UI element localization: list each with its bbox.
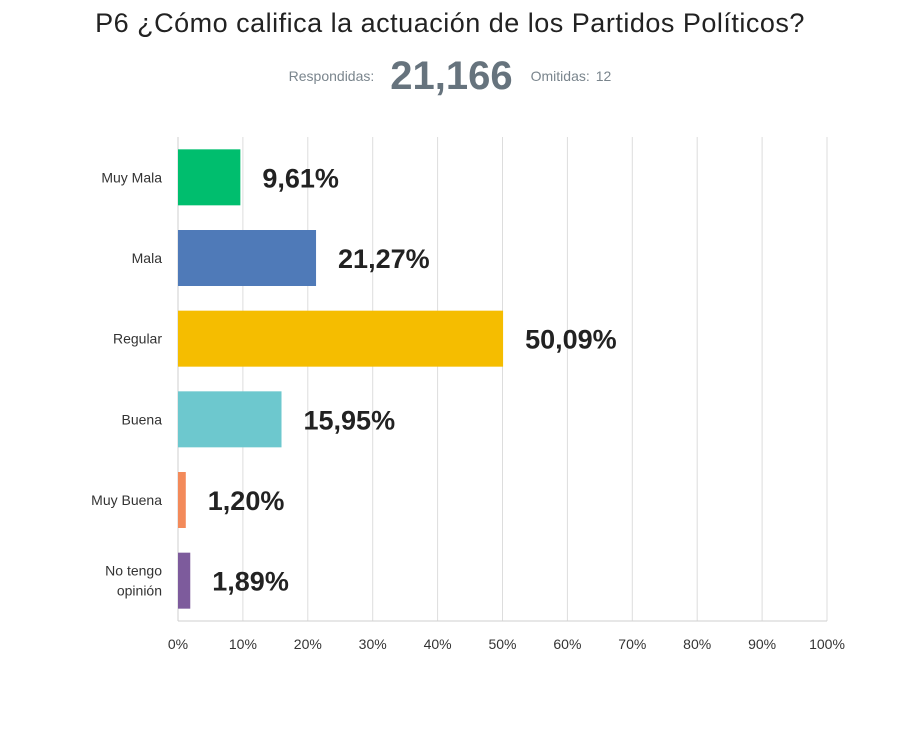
chart-title: P6 ¿Cómo califica la actuación de los Pa…: [95, 8, 805, 38]
x-tick-label: 70%: [618, 636, 646, 652]
bar: [178, 230, 317, 286]
category-label: Muy Mala: [101, 169, 162, 185]
x-tick-label: 20%: [294, 636, 322, 652]
x-tick-label: 30%: [359, 636, 387, 652]
x-tick-label: 40%: [424, 636, 452, 652]
bar-value-label: 1,20%: [208, 486, 285, 516]
bar-value-label: 50,09%: [525, 325, 617, 355]
answered-count: 21,166: [390, 53, 513, 98]
bar: [178, 472, 186, 528]
x-tick-labels: 0% 10% 20% 30% 40% 50% 60% 70% 80% 90% 100%: [168, 636, 845, 652]
answered-label: Respondidas:: [288, 68, 375, 84]
x-tick-label: 10%: [229, 636, 257, 652]
response-summary: Respondidas: 21,166 Omitidas: 12: [0, 52, 900, 100]
bar-value-label: 9,61%: [262, 163, 339, 193]
category-labels: Muy Mala Mala Regular Buena Muy Buena No teng…: [91, 169, 162, 598]
skipped-count: 12: [595, 68, 612, 84]
category-label: Regular: [113, 331, 162, 347]
category-label: Mala: [132, 250, 163, 266]
bar-value-label: 15,95%: [304, 405, 396, 435]
x-tick-label: 100%: [809, 636, 845, 652]
category-label: Buena: [122, 411, 163, 427]
gridlines: [177, 137, 828, 622]
x-tick-label: 90%: [748, 636, 776, 652]
category-label: No tengo opinión: [105, 563, 162, 599]
x-tick-label: 50%: [488, 636, 516, 652]
bar: [178, 149, 241, 206]
category-label: Muy Buena: [91, 492, 162, 508]
bar-value-label: 21,27%: [338, 244, 430, 274]
x-tick-label: 80%: [683, 636, 711, 652]
bar: [178, 552, 191, 609]
skipped-label: Omitidas:: [530, 68, 590, 84]
bars: [178, 149, 504, 609]
bar: [178, 310, 504, 367]
x-tick-label: 0%: [168, 636, 188, 652]
x-tick-label: 60%: [553, 636, 581, 652]
bar-value-label: 1,89%: [212, 567, 289, 597]
value-labels: 9,61% 21,27% 50,09% 15,95% 1,20% 1,89%: [208, 163, 617, 596]
bar: [178, 391, 282, 448]
